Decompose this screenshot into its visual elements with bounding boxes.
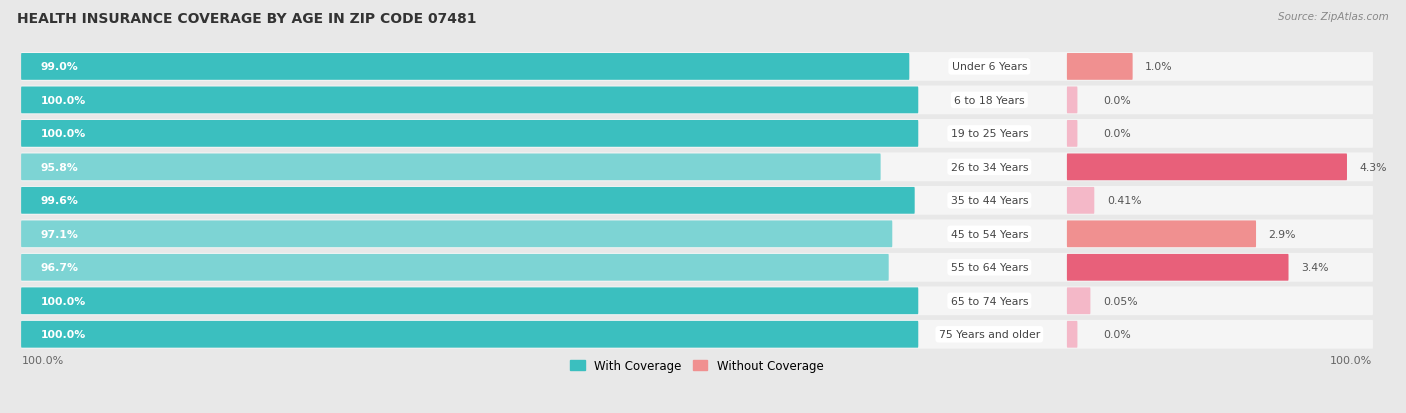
Text: 2.9%: 2.9% xyxy=(1268,229,1296,239)
Text: 100.0%: 100.0% xyxy=(41,330,86,339)
Text: 99.6%: 99.6% xyxy=(41,196,79,206)
Text: 100.0%: 100.0% xyxy=(41,296,86,306)
Text: 65 to 74 Years: 65 to 74 Years xyxy=(950,296,1028,306)
Text: 100.0%: 100.0% xyxy=(1330,355,1372,365)
FancyBboxPatch shape xyxy=(21,254,889,281)
Text: 35 to 44 Years: 35 to 44 Years xyxy=(950,196,1028,206)
FancyBboxPatch shape xyxy=(21,320,1374,349)
Text: 0.05%: 0.05% xyxy=(1102,296,1137,306)
FancyBboxPatch shape xyxy=(21,220,1374,249)
Text: 45 to 54 Years: 45 to 54 Years xyxy=(950,229,1028,239)
Text: 0.0%: 0.0% xyxy=(1102,96,1130,106)
Text: 75 Years and older: 75 Years and older xyxy=(939,330,1040,339)
Text: 0.41%: 0.41% xyxy=(1107,196,1142,206)
Text: 99.0%: 99.0% xyxy=(41,62,79,72)
FancyBboxPatch shape xyxy=(21,121,918,147)
FancyBboxPatch shape xyxy=(21,253,1374,282)
FancyBboxPatch shape xyxy=(1067,221,1256,248)
Text: 97.1%: 97.1% xyxy=(41,229,79,239)
FancyBboxPatch shape xyxy=(21,53,1374,82)
FancyBboxPatch shape xyxy=(21,87,918,114)
Text: 55 to 64 Years: 55 to 64 Years xyxy=(950,263,1028,273)
FancyBboxPatch shape xyxy=(21,187,1374,215)
Text: 0.0%: 0.0% xyxy=(1102,330,1130,339)
FancyBboxPatch shape xyxy=(21,221,893,248)
FancyBboxPatch shape xyxy=(1067,288,1091,314)
FancyBboxPatch shape xyxy=(21,153,1374,182)
FancyBboxPatch shape xyxy=(1067,154,1347,181)
Text: 100.0%: 100.0% xyxy=(41,129,86,139)
Text: 3.4%: 3.4% xyxy=(1301,263,1329,273)
Text: 96.7%: 96.7% xyxy=(41,263,79,273)
Text: 19 to 25 Years: 19 to 25 Years xyxy=(950,129,1028,139)
Legend: With Coverage, Without Coverage: With Coverage, Without Coverage xyxy=(565,355,828,377)
FancyBboxPatch shape xyxy=(21,288,918,314)
Text: 4.3%: 4.3% xyxy=(1360,162,1388,173)
Text: 100.0%: 100.0% xyxy=(21,355,63,365)
FancyBboxPatch shape xyxy=(1067,188,1094,214)
Text: 0.0%: 0.0% xyxy=(1102,129,1130,139)
FancyBboxPatch shape xyxy=(21,120,1374,148)
FancyBboxPatch shape xyxy=(21,321,918,348)
Text: 6 to 18 Years: 6 to 18 Years xyxy=(955,96,1025,106)
FancyBboxPatch shape xyxy=(1067,321,1077,348)
FancyBboxPatch shape xyxy=(1067,87,1077,114)
FancyBboxPatch shape xyxy=(1067,54,1133,81)
Text: 26 to 34 Years: 26 to 34 Years xyxy=(950,162,1028,173)
FancyBboxPatch shape xyxy=(1067,254,1288,281)
FancyBboxPatch shape xyxy=(21,86,1374,115)
Text: 95.8%: 95.8% xyxy=(41,162,79,173)
FancyBboxPatch shape xyxy=(21,188,915,214)
Text: HEALTH INSURANCE COVERAGE BY AGE IN ZIP CODE 07481: HEALTH INSURANCE COVERAGE BY AGE IN ZIP … xyxy=(17,12,477,26)
FancyBboxPatch shape xyxy=(21,54,910,81)
Text: Source: ZipAtlas.com: Source: ZipAtlas.com xyxy=(1278,12,1389,22)
FancyBboxPatch shape xyxy=(21,154,880,181)
Text: 100.0%: 100.0% xyxy=(41,96,86,106)
Text: 1.0%: 1.0% xyxy=(1146,62,1173,72)
FancyBboxPatch shape xyxy=(1067,121,1077,147)
FancyBboxPatch shape xyxy=(21,287,1374,316)
Text: Under 6 Years: Under 6 Years xyxy=(952,62,1028,72)
